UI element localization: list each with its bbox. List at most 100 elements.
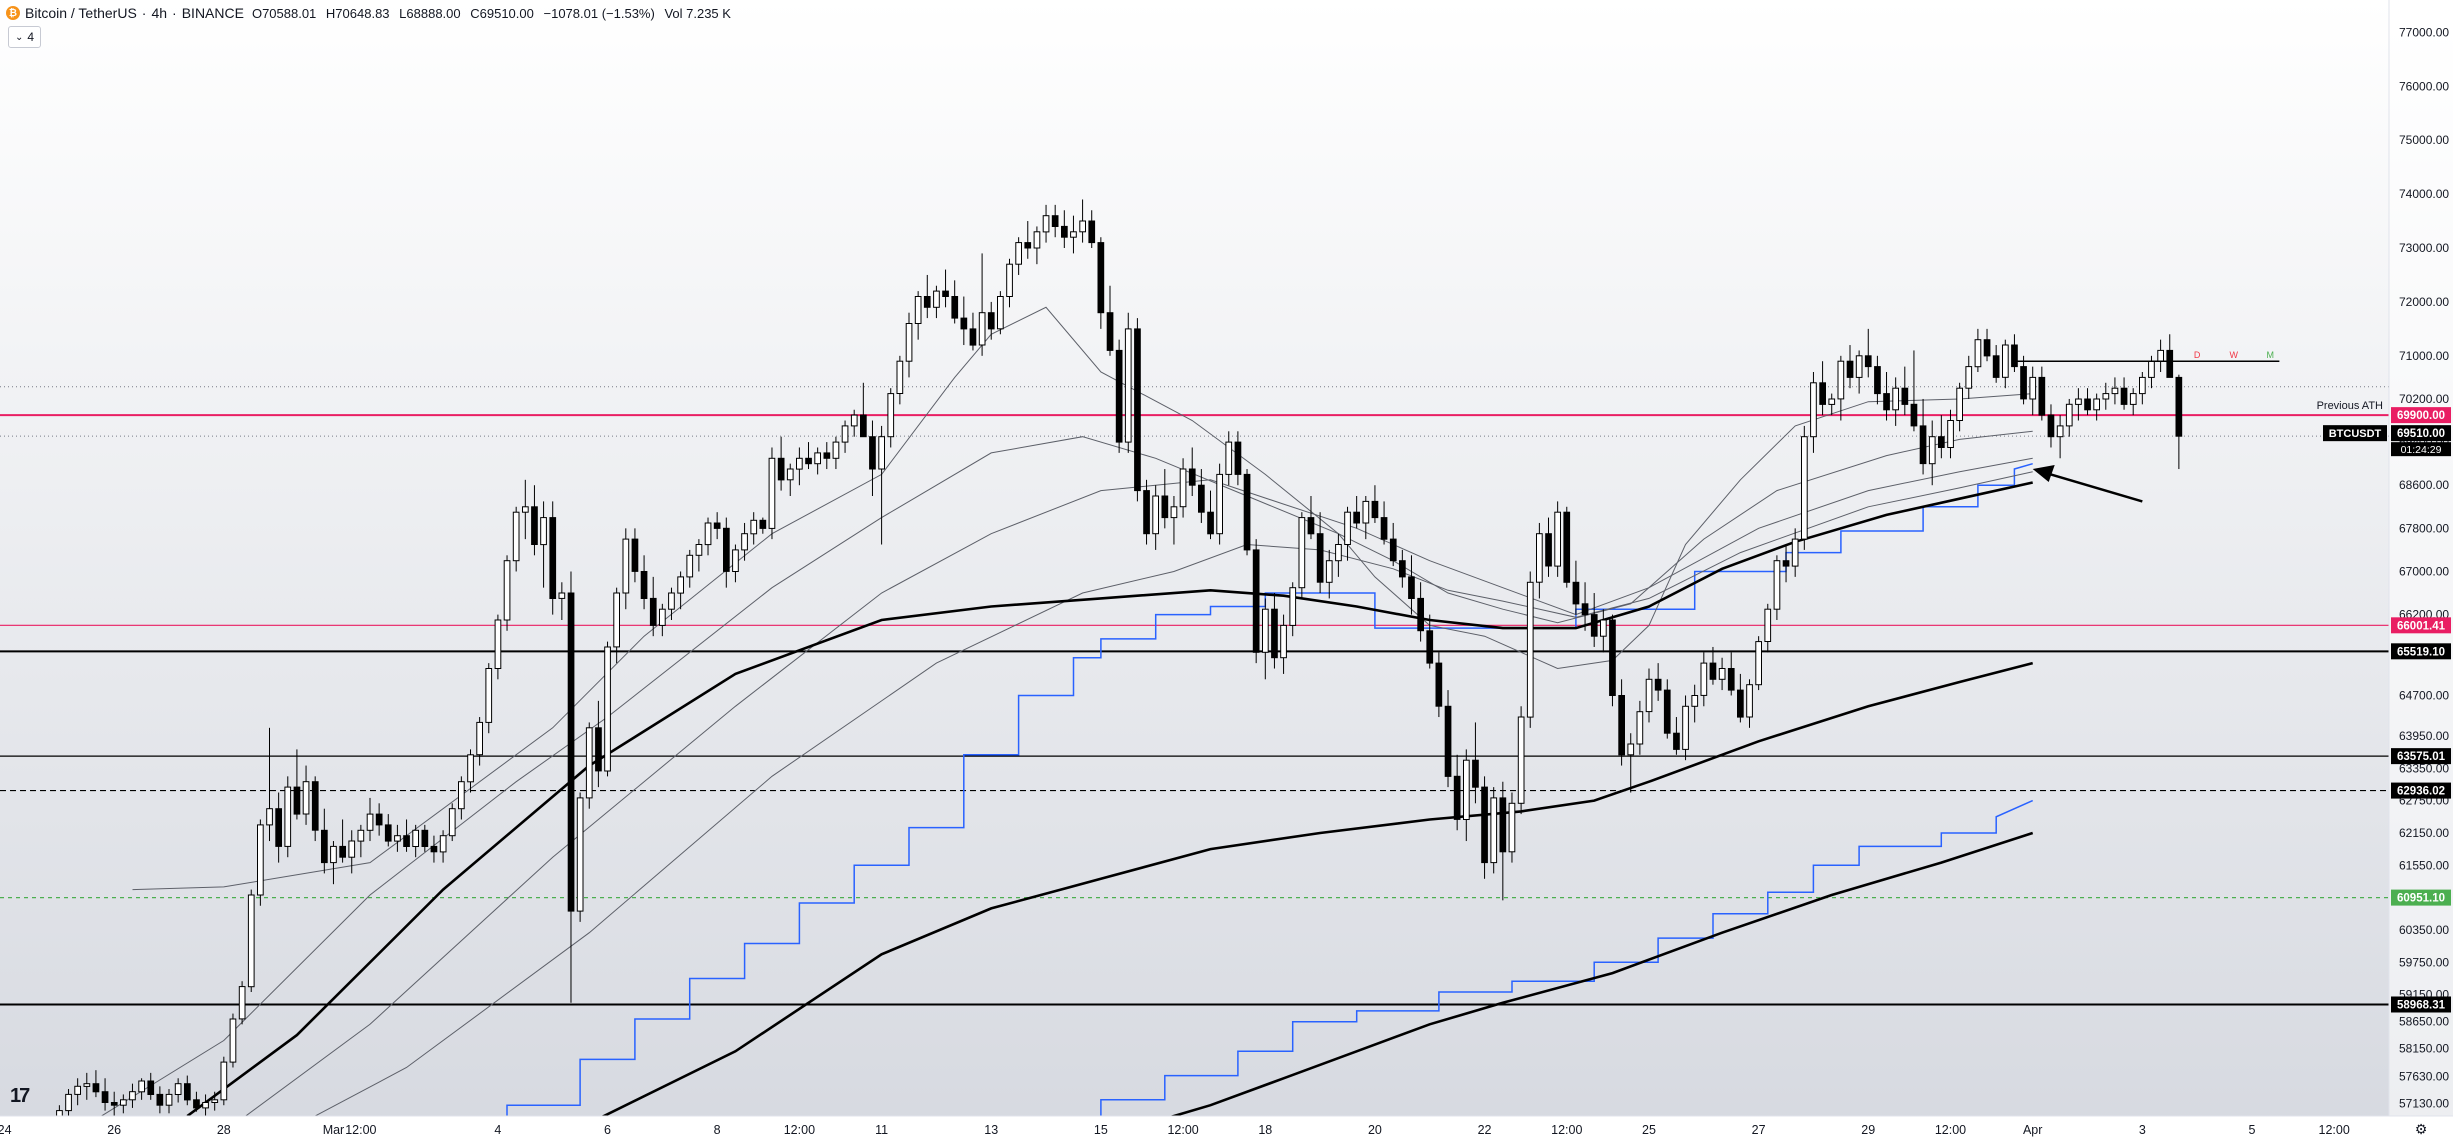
candle[interactable] xyxy=(1645,668,1653,723)
candle[interactable] xyxy=(777,436,785,491)
candle[interactable] xyxy=(750,512,758,545)
candle[interactable] xyxy=(933,285,940,319)
candle[interactable] xyxy=(1079,199,1087,243)
candle[interactable] xyxy=(1207,490,1214,540)
candle[interactable] xyxy=(1161,469,1169,529)
candle[interactable] xyxy=(1024,221,1032,259)
candle[interactable] xyxy=(1654,663,1662,701)
step-line[interactable] xyxy=(1074,799,2034,1130)
candle[interactable] xyxy=(238,981,246,1025)
candle[interactable] xyxy=(1234,431,1242,486)
candle[interactable] xyxy=(1691,684,1699,723)
candle[interactable] xyxy=(2029,366,2037,416)
candle[interactable] xyxy=(1563,506,1571,588)
candle[interactable] xyxy=(101,1078,109,1111)
candle[interactable] xyxy=(860,382,867,438)
candle[interactable] xyxy=(914,291,922,340)
candle[interactable] xyxy=(321,808,328,874)
candle[interactable] xyxy=(987,301,995,340)
candle[interactable] xyxy=(1307,496,1315,540)
candle[interactable] xyxy=(165,1089,173,1114)
candle[interactable] xyxy=(1015,237,1022,275)
symbol-name[interactable]: Bitcoin / TetherUS xyxy=(25,5,137,21)
candle[interactable] xyxy=(1919,398,1927,475)
candle[interactable] xyxy=(193,1091,200,1112)
candle[interactable] xyxy=(887,388,895,448)
step-line[interactable] xyxy=(506,462,2033,1119)
candle[interactable] xyxy=(1444,690,1452,788)
candle[interactable] xyxy=(531,485,538,556)
candle[interactable] xyxy=(1590,593,1598,647)
candle[interactable] xyxy=(640,555,648,610)
candle[interactable] xyxy=(2157,339,2165,372)
candle[interactable] xyxy=(1810,372,1817,453)
candle[interactable] xyxy=(384,814,392,847)
candle[interactable] xyxy=(668,587,675,620)
candle[interactable] xyxy=(1271,593,1278,669)
candle[interactable] xyxy=(1124,312,1132,453)
candle[interactable] xyxy=(2056,415,2064,459)
candle[interactable] xyxy=(1819,361,1827,416)
candle[interactable] xyxy=(832,436,840,470)
candle[interactable] xyxy=(631,528,639,583)
candle[interactable] xyxy=(2102,382,2110,410)
candle[interactable] xyxy=(759,517,767,534)
candle[interactable] xyxy=(814,447,821,475)
candle[interactable] xyxy=(220,1056,228,1106)
candle[interactable] xyxy=(1006,258,1013,308)
candle[interactable] xyxy=(1773,555,1781,620)
candle[interactable] xyxy=(1070,215,1077,254)
candle[interactable] xyxy=(1846,345,1854,389)
candle[interactable] xyxy=(567,571,575,1003)
candle[interactable] xyxy=(503,555,511,631)
candle[interactable] xyxy=(1554,501,1562,577)
candle[interactable] xyxy=(805,442,812,470)
candle[interactable] xyxy=(1033,226,1041,265)
interval-label[interactable]: 4h xyxy=(151,5,168,21)
candle[interactable] xyxy=(339,819,346,863)
candle[interactable] xyxy=(1727,652,1735,696)
candle[interactable] xyxy=(1782,544,1790,583)
candle[interactable] xyxy=(1097,237,1105,329)
candle[interactable] xyxy=(1088,210,1096,248)
candle[interactable] xyxy=(1243,469,1251,556)
candle[interactable] xyxy=(1673,717,1680,755)
candle[interactable] xyxy=(585,722,593,809)
candle[interactable] xyxy=(732,544,739,583)
candle[interactable] xyxy=(1517,706,1525,815)
candle[interactable] xyxy=(1947,409,1954,459)
candle[interactable] xyxy=(540,501,547,588)
candle[interactable] xyxy=(1344,506,1351,561)
candle[interactable] xyxy=(1198,469,1205,523)
candle[interactable] xyxy=(1855,350,1863,394)
candle[interactable] xyxy=(786,463,794,496)
candle[interactable] xyxy=(412,824,419,858)
candle[interactable] xyxy=(1938,415,1945,459)
candle[interactable] xyxy=(494,614,502,680)
candle[interactable] xyxy=(302,765,310,825)
candle[interactable] xyxy=(1188,447,1196,496)
moving-average-line[interactable] xyxy=(1119,831,2034,1132)
candle[interactable] xyxy=(1627,733,1635,793)
candle[interactable] xyxy=(284,776,292,858)
candle[interactable] xyxy=(1051,204,1059,238)
candle[interactable] xyxy=(1718,657,1726,691)
candle[interactable] xyxy=(366,797,374,842)
candle[interactable] xyxy=(1115,339,1123,453)
candle[interactable] xyxy=(841,420,849,453)
candle[interactable] xyxy=(1325,549,1333,599)
candle[interactable] xyxy=(850,409,858,437)
candle[interactable] xyxy=(1426,614,1434,669)
candle[interactable] xyxy=(613,587,620,664)
candle[interactable] xyxy=(2002,339,2009,389)
candle[interactable] xyxy=(549,501,557,615)
candle[interactable] xyxy=(686,549,694,588)
arrow-annotation[interactable] xyxy=(2042,470,2143,503)
candle[interactable] xyxy=(1216,463,1224,545)
candle[interactable] xyxy=(796,447,803,486)
candle[interactable] xyxy=(120,1094,127,1114)
candle[interactable] xyxy=(2120,377,2128,410)
candle[interactable] xyxy=(1837,355,1845,421)
candle[interactable] xyxy=(1572,560,1580,615)
candle[interactable] xyxy=(1371,485,1379,523)
